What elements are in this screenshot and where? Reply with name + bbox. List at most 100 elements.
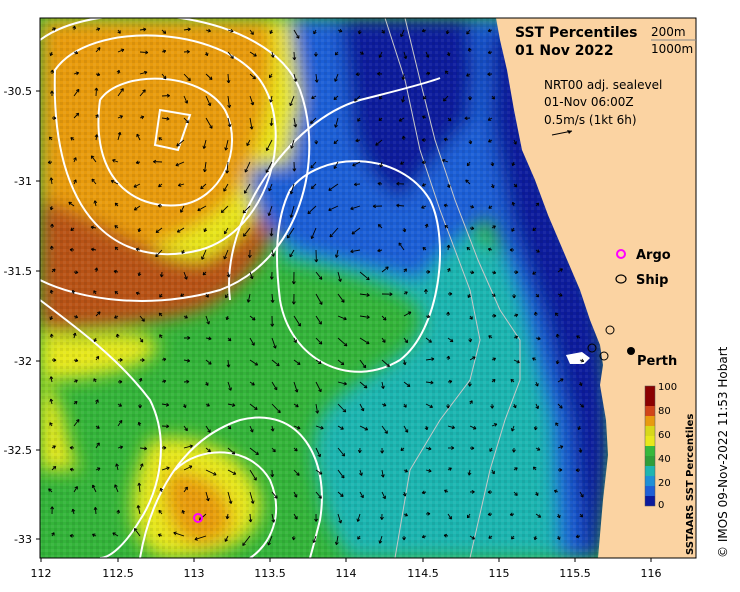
current-arrow <box>333 95 339 100</box>
current-arrow <box>337 315 347 320</box>
current-arrowhead <box>243 190 248 194</box>
current-arrowhead <box>157 533 162 538</box>
current-arrowhead <box>424 289 428 293</box>
current-arrowhead <box>228 387 232 391</box>
current-arrowhead <box>421 160 425 165</box>
current-arrow <box>381 491 386 499</box>
current-arrowhead <box>511 162 516 167</box>
current-arrowhead <box>157 203 161 208</box>
current-arrow <box>161 73 167 80</box>
current-arrowhead <box>207 429 211 433</box>
contour-1000m <box>384 18 481 558</box>
current-arrowhead <box>398 118 403 122</box>
current-arrowhead <box>404 429 409 433</box>
current-arrowhead <box>402 537 406 541</box>
current-arrow <box>139 51 148 54</box>
current-arrowhead <box>226 80 231 84</box>
current-arrowhead <box>421 138 425 142</box>
current-arrowhead <box>270 54 275 58</box>
colorbar-tick: 100 <box>658 382 677 393</box>
current-arrowhead <box>363 384 368 389</box>
current-arrowhead <box>187 77 191 82</box>
current-arrow <box>307 205 317 215</box>
current-arrowhead <box>209 76 213 80</box>
current-arrowhead <box>442 158 446 163</box>
map-date: 01 Nov 2022 <box>515 43 614 59</box>
current-arrowhead <box>177 183 182 187</box>
current-arrow <box>249 73 256 80</box>
current-arrowhead <box>250 500 255 504</box>
current-arrowhead <box>47 160 51 165</box>
current-arrowhead <box>119 445 124 450</box>
current-arrowhead <box>317 453 321 458</box>
current-arrow <box>293 73 297 82</box>
current-arrow <box>378 51 383 58</box>
current-arrowhead <box>511 228 515 232</box>
current-arrow <box>375 139 383 146</box>
current-arrowhead <box>311 95 315 100</box>
current-arrowhead <box>448 516 452 520</box>
ship-legend-label: Ship <box>636 273 668 288</box>
current-arrowhead <box>207 28 211 33</box>
current-arrowhead <box>116 69 121 74</box>
current-arrowhead <box>575 534 580 539</box>
current-arrow <box>242 205 251 214</box>
current-arrowhead <box>488 139 492 143</box>
ship-legend-icon <box>615 274 627 284</box>
current-arrowhead <box>176 143 180 147</box>
current-arrowhead <box>401 99 405 103</box>
current-legend-time: 01-Nov 06:00Z <box>544 95 634 109</box>
y-tick-label: -31 <box>14 175 32 188</box>
current-arrow <box>442 159 449 163</box>
current-arrow <box>315 73 318 83</box>
current-arrow <box>267 535 273 546</box>
current-arrowhead <box>205 497 210 502</box>
current-arrowhead <box>513 141 517 145</box>
current-arrowhead <box>202 271 207 276</box>
current-arrow <box>328 205 339 211</box>
current-arrowhead <box>319 301 323 305</box>
current-arrowhead <box>354 98 358 102</box>
current-arrow <box>398 117 405 122</box>
current-arrowhead <box>225 170 230 174</box>
current-arrowhead <box>49 206 54 211</box>
current-arrowhead <box>328 187 332 191</box>
current-arrowhead <box>228 500 233 504</box>
current-arrow <box>227 447 236 455</box>
current-arrow <box>183 359 190 362</box>
current-arrowhead <box>578 382 583 387</box>
current-arrow <box>249 29 254 35</box>
current-arrowhead <box>141 358 145 362</box>
current-arrowhead <box>537 514 542 518</box>
y-tick-label: -33 <box>14 533 32 546</box>
current-arrow <box>293 117 297 128</box>
current-arrow <box>311 227 317 239</box>
current-arrowhead <box>294 516 298 520</box>
current-arrowhead <box>270 428 275 432</box>
current-arrowhead <box>74 314 79 319</box>
current-arrowhead <box>91 178 95 183</box>
current-arrow <box>329 227 339 238</box>
current-arrow <box>139 71 148 75</box>
current-arrowhead <box>114 225 118 229</box>
depth-legend-1000m: 1000m <box>651 42 693 56</box>
current-arrow <box>469 425 477 430</box>
current-arrow <box>380 161 383 168</box>
current-arrowhead <box>493 313 497 318</box>
current-arrowhead <box>224 147 229 151</box>
current-arrowhead <box>213 472 217 476</box>
current-arrow <box>293 381 298 393</box>
current-arrowhead <box>400 33 404 38</box>
current-arrow <box>205 315 210 325</box>
current-arrow <box>381 359 390 367</box>
current-arrow <box>136 133 141 141</box>
current-arrow <box>381 381 384 389</box>
current-arrow <box>287 227 295 239</box>
current-arrowhead <box>334 124 338 128</box>
current-arrowhead <box>143 27 147 32</box>
current-arrowhead <box>532 357 536 361</box>
current-arrow <box>271 381 278 391</box>
current-arrowhead <box>69 445 73 450</box>
current-arrow <box>403 337 408 343</box>
current-arrowhead <box>140 115 145 120</box>
